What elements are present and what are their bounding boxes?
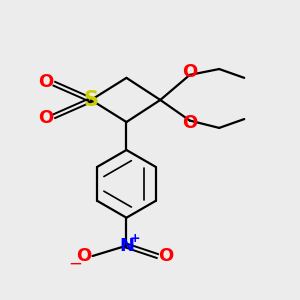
Text: O: O <box>159 247 174 265</box>
Text: O: O <box>182 115 197 133</box>
Text: O: O <box>38 73 53 91</box>
Text: O: O <box>38 109 53 127</box>
Text: N: N <box>119 237 134 255</box>
Text: O: O <box>182 63 197 81</box>
Text: −: − <box>68 254 82 272</box>
Text: +: + <box>130 232 141 245</box>
Text: S: S <box>84 90 99 110</box>
Text: O: O <box>76 247 92 265</box>
